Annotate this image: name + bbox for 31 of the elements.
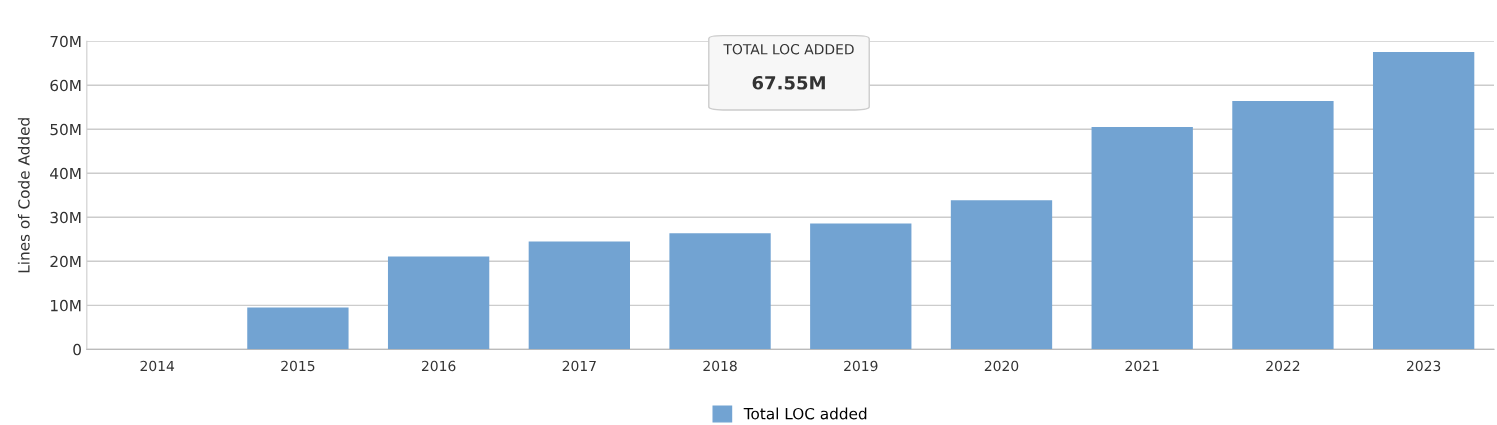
annotation: 67.55M bbox=[752, 75, 825, 90]
x-tick-label: 2020 bbox=[984, 360, 1019, 372]
bar bbox=[1372, 52, 1475, 350]
y-tick-label: 40M bbox=[50, 167, 81, 180]
x-tick-label: 2021 bbox=[1125, 360, 1159, 372]
x-tick-label: 2014 bbox=[140, 360, 175, 372]
x-tick-label: 2018 bbox=[703, 360, 737, 372]
bar bbox=[669, 233, 771, 350]
bar bbox=[810, 223, 912, 350]
legend-label: Total LOC added bbox=[743, 407, 867, 420]
x-tick-label: 2016 bbox=[421, 360, 456, 372]
bar bbox=[387, 256, 490, 350]
x-tick-label: 2017 bbox=[562, 360, 596, 372]
annotation: TOTAL LOC ADDED bbox=[723, 43, 854, 55]
y-tick-label: 30M bbox=[50, 211, 81, 224]
x-tick-label: 2022 bbox=[1266, 360, 1300, 372]
y-tick-label: 20M bbox=[50, 255, 81, 268]
x-tick-label: 2019 bbox=[844, 360, 878, 372]
bar bbox=[950, 200, 1053, 350]
bar bbox=[1091, 127, 1193, 350]
bar bbox=[247, 307, 349, 350]
y-tick-label: 10M bbox=[51, 299, 81, 312]
y-tick-label: 70M bbox=[50, 35, 81, 48]
y-tick-label: 50M bbox=[50, 123, 81, 136]
y-tick-label: 0 bbox=[73, 343, 81, 356]
bar bbox=[1232, 101, 1334, 350]
y-axis-title: Lines of Code Added bbox=[17, 118, 30, 273]
x-tick-label: 2015 bbox=[281, 360, 315, 372]
bar bbox=[528, 241, 630, 350]
x-tick-label: 2023 bbox=[1406, 360, 1441, 372]
y-tick-label: 60M bbox=[50, 79, 81, 92]
